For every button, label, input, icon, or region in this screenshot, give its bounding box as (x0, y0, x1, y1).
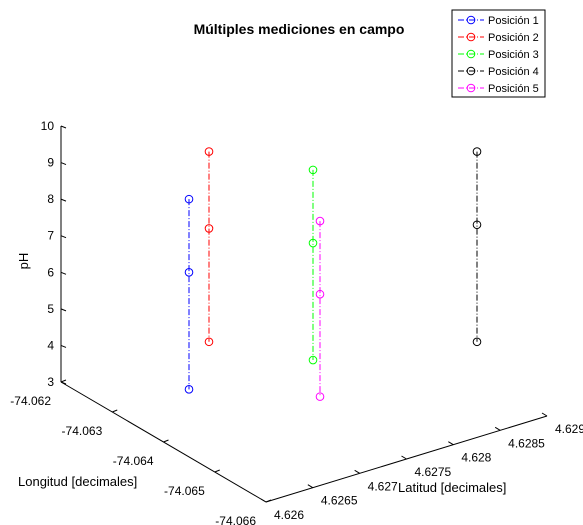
data-point (308, 355, 318, 365)
legend-label: Posición 4 (488, 66, 539, 78)
y-tick-mark (60, 379, 67, 383)
z-tick-label: 9 (47, 156, 54, 170)
x-tick-label: 4.626 (274, 508, 304, 522)
data-point (204, 337, 214, 347)
x-axis-label: Latitud [decimales] (398, 480, 506, 495)
data-point (315, 392, 325, 401)
data-point (315, 216, 325, 226)
z-tick-mark (60, 381, 67, 385)
x-tick-label: 4.6265 (321, 494, 358, 508)
legend-label: Posición 5 (488, 83, 539, 95)
series-4 (472, 147, 482, 347)
z-axis-label: pH (16, 253, 31, 270)
legend-marker (466, 32, 476, 42)
chart-title: Múltiples mediciones en campo (194, 21, 405, 37)
data-point (204, 147, 214, 156)
z-tick-mark (60, 308, 67, 312)
legend-marker (466, 15, 476, 25)
z-tick-mark (60, 344, 67, 348)
y-tick-mark (112, 409, 118, 413)
legend-marker (466, 49, 476, 59)
legend-marker (466, 66, 476, 76)
z-tick-mark (60, 125, 67, 129)
x-tick-mark (494, 426, 501, 431)
data-point (308, 238, 318, 248)
z-tick-label: 3 (47, 375, 54, 389)
series-1 (184, 194, 194, 394)
y-tick-mark (265, 499, 272, 503)
z-tick-mark (60, 162, 67, 166)
y-ticks: -74.062 -74.063 -74.064 -74.065 -74.066 (10, 379, 272, 525)
x-tick-mark (401, 455, 407, 460)
x-tick-label: 4.627 (368, 479, 398, 493)
data-point (472, 337, 482, 347)
x-tick-label: 4.6275 (415, 465, 452, 479)
z-tick-label: 4 (47, 338, 54, 352)
y-tick-mark (163, 439, 169, 443)
legend-label: Posición 3 (488, 49, 539, 61)
x-tick-mark (448, 441, 454, 446)
series-layer (184, 147, 482, 401)
y-axis-label: Longitud [decimales] (18, 474, 137, 489)
y-tick-label: -74.065 (164, 484, 205, 498)
y-tick-label: -74.064 (113, 454, 154, 468)
series-3 (308, 165, 318, 365)
y-tick-label: -74.062 (10, 394, 51, 408)
z-tick-mark (60, 198, 67, 202)
z-tick-label: 6 (47, 265, 54, 279)
legend-marker (466, 83, 476, 93)
x-tick-mark (541, 412, 548, 417)
y-tick-mark (214, 469, 220, 473)
x-tick-label: 4.629 (555, 422, 583, 436)
series-2 (204, 147, 214, 347)
data-point (204, 224, 214, 233)
x-tick-mark (260, 498, 267, 503)
data-point (184, 385, 194, 394)
data-point (184, 267, 194, 277)
x-tick-mark (307, 484, 314, 489)
data-point (184, 194, 194, 204)
data-point (472, 147, 482, 156)
data-point (472, 220, 482, 230)
z-ticks: 3 4 5 6 7 8 9 10 (41, 119, 67, 389)
legend: Posición 1 Posición 2 Posición 3 Posición 4… (451, 9, 546, 98)
z-tick-label: 5 (47, 302, 54, 316)
y-tick-label: -74.063 (62, 424, 103, 438)
x-ticks: 4.626 4.6265 4.627 4.6275 4.628 4.6285 4.629 (260, 412, 583, 522)
z-tick-label: 10 (41, 119, 55, 133)
z-tick-label: 7 (47, 229, 54, 243)
series-5 (315, 216, 325, 401)
z-tick-mark (60, 235, 67, 239)
z-tick-label: 8 (47, 192, 54, 206)
data-point (308, 165, 318, 175)
z-tick-mark (60, 271, 67, 275)
legend-label: Posición 2 (488, 32, 539, 44)
axes-frame (60, 126, 548, 503)
y-tick-label: -74.066 (215, 514, 256, 525)
x-tick-mark (354, 469, 360, 474)
x-tick-label: 4.6285 (508, 436, 545, 450)
legend-label: Posición 1 (488, 15, 539, 27)
x-tick-label: 4.628 (461, 451, 491, 465)
data-point (315, 289, 325, 299)
